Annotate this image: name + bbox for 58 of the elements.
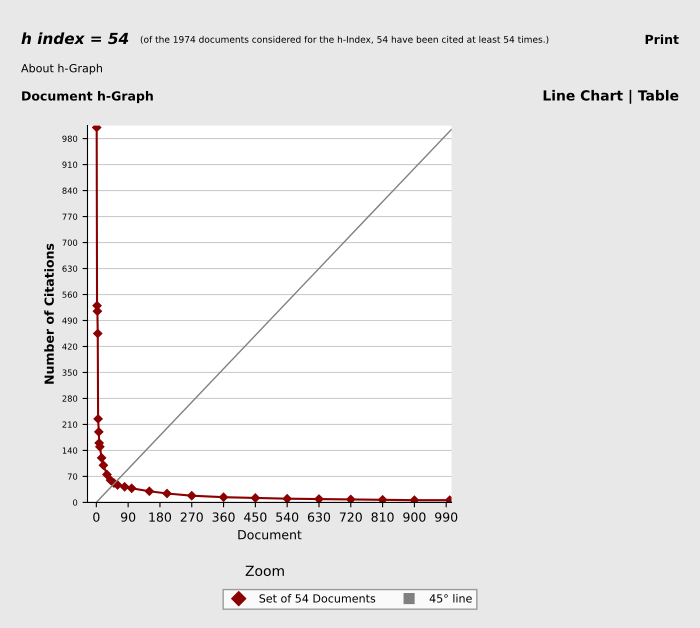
point [94,427,104,436]
y-tick-label: 70 [68,473,78,480]
y-tick-label: 770 [62,214,78,220]
y-tick-label: 630 [62,266,78,272]
point [218,492,228,502]
y-tick-label: 980 [62,136,78,142]
point [98,460,108,470]
text: Zoom [246,566,284,576]
point [346,494,356,502]
point [93,328,102,338]
x-axis-title: Document [238,530,302,540]
x-tick-label: 270 [180,512,203,522]
y-tick-label: 210 [62,421,78,428]
x-tick-label: 180 [149,512,172,522]
text: Print [646,34,679,44]
y-tick-label: 280 [62,395,78,402]
x-tick-label: 360 [212,512,235,522]
y-axis-title: Number of Citations [44,244,54,384]
point [102,470,112,480]
x-tick-label: 810 [372,512,394,522]
chart-subtitle: (of the 1974 documents considered for the h-Index, 54 have been cited at least 54 times.) [140,36,548,44]
point [187,491,196,500]
point [162,488,172,498]
y-tick-label: 560 [62,291,78,298]
point [92,126,102,132]
point [282,494,292,502]
x-tick-label: 0 [93,512,100,522]
y-tick-label: 140 [62,447,78,454]
legend-label: Set of 54 Documents [259,594,376,603]
x-tick-label: 90 [120,512,136,522]
point [378,495,388,502]
point [314,494,324,502]
y-tick-label: 490 [62,317,78,324]
point [127,484,136,493]
y-tick-label: 0 [73,499,78,506]
point [92,306,102,316]
y-tick-label: 350 [62,369,78,376]
point [250,493,260,502]
text: Line Chart | Table [544,90,678,104]
x-tick-label: 450 [244,512,266,522]
y-tick-label: 840 [62,188,78,194]
x-tick-label: 720 [340,512,362,522]
point [410,496,420,502]
point [93,414,103,424]
point [120,482,130,492]
chart-title: h index = 54 [21,32,128,44]
y-tick-label: 910 [62,162,78,168]
x-tick-label: 900 [403,512,426,522]
point [97,453,106,462]
text: About h-Graph [21,64,102,75]
legend-label: 45° line [430,594,472,603]
x-tick-label: 540 [276,512,298,522]
text: Document h-Graph [22,90,153,104]
x-tick-label: 990 [435,512,458,522]
y-tick-label: 420 [62,343,78,350]
x-tick-label: 630 [308,512,330,522]
point [144,486,154,496]
y-tick-label: 700 [62,240,78,246]
